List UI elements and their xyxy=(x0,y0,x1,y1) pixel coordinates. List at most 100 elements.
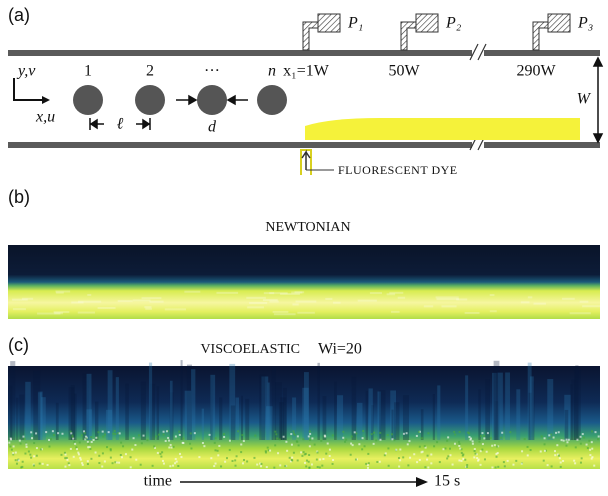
texture xyxy=(120,442,122,444)
texture xyxy=(175,436,177,438)
texture xyxy=(102,452,104,454)
texture xyxy=(302,438,304,440)
texture xyxy=(274,444,276,446)
texture xyxy=(104,434,106,436)
texture xyxy=(575,365,578,440)
texture xyxy=(141,382,146,440)
texture xyxy=(125,453,127,455)
texture xyxy=(246,297,266,299)
texture xyxy=(352,444,354,446)
texture xyxy=(215,437,217,439)
texture xyxy=(543,460,545,462)
texture xyxy=(241,396,243,440)
texture xyxy=(213,465,215,467)
texture xyxy=(130,456,132,458)
texture xyxy=(144,306,151,308)
texture xyxy=(86,437,88,439)
cylinder xyxy=(197,85,227,115)
texture xyxy=(587,447,589,449)
texture xyxy=(528,296,532,298)
texture xyxy=(334,382,337,440)
texture xyxy=(57,432,59,434)
texture xyxy=(214,442,216,444)
texture xyxy=(155,436,157,438)
texture xyxy=(395,449,397,451)
time-arrow xyxy=(180,477,428,487)
texture xyxy=(358,300,377,302)
texture xyxy=(12,299,28,301)
texture xyxy=(80,459,82,461)
texture xyxy=(33,442,35,444)
texture xyxy=(306,460,308,462)
texture xyxy=(500,437,502,439)
newtonian-image xyxy=(8,245,600,319)
texture xyxy=(580,301,589,303)
texture xyxy=(483,435,485,437)
texture xyxy=(190,432,192,434)
texture xyxy=(119,432,121,434)
texture xyxy=(145,308,152,310)
texture xyxy=(293,452,295,454)
texture xyxy=(143,435,145,437)
texture xyxy=(473,456,475,458)
texture xyxy=(407,464,409,466)
texture xyxy=(71,435,73,437)
texture xyxy=(102,431,104,433)
texture xyxy=(472,440,474,442)
texture xyxy=(582,305,603,307)
panel-label: (a) xyxy=(8,5,30,25)
texture xyxy=(548,437,550,439)
texture xyxy=(297,312,315,314)
texture xyxy=(134,444,136,446)
texture xyxy=(48,439,50,441)
texture xyxy=(309,445,311,447)
texture xyxy=(91,441,93,443)
texture xyxy=(33,465,35,467)
texture xyxy=(168,446,170,448)
texture xyxy=(64,466,66,468)
texture xyxy=(376,461,378,463)
texture xyxy=(24,453,26,455)
texture xyxy=(10,361,15,440)
texture xyxy=(83,430,85,432)
texture xyxy=(112,462,114,464)
texture xyxy=(490,310,497,312)
texture xyxy=(387,293,395,295)
texture xyxy=(9,446,11,448)
texture xyxy=(566,441,568,443)
time-label: time xyxy=(144,473,172,490)
texture xyxy=(367,464,369,466)
texture xyxy=(246,460,248,462)
texture xyxy=(294,434,296,436)
texture xyxy=(555,432,557,434)
texture xyxy=(90,436,92,438)
texture xyxy=(342,431,344,433)
cylinder xyxy=(135,85,165,115)
texture xyxy=(370,292,382,294)
texture xyxy=(78,453,80,455)
texture xyxy=(114,430,116,432)
texture xyxy=(231,405,236,440)
texture xyxy=(426,459,428,461)
texture xyxy=(235,465,237,467)
texture xyxy=(223,436,225,438)
texture xyxy=(8,442,10,444)
texture xyxy=(442,448,444,450)
texture xyxy=(424,305,433,307)
texture xyxy=(290,433,292,435)
texture xyxy=(210,457,212,459)
texture xyxy=(466,466,468,468)
texture xyxy=(548,434,550,436)
tap-name: P₁ xyxy=(347,15,363,32)
texture xyxy=(403,433,405,435)
texture xyxy=(494,444,496,446)
texture xyxy=(449,448,451,450)
texture xyxy=(305,453,307,455)
texture xyxy=(138,434,140,436)
texture xyxy=(362,437,364,439)
texture xyxy=(368,462,370,464)
texture xyxy=(430,453,432,455)
texture xyxy=(273,467,275,469)
texture xyxy=(589,449,591,451)
texture xyxy=(215,463,217,465)
